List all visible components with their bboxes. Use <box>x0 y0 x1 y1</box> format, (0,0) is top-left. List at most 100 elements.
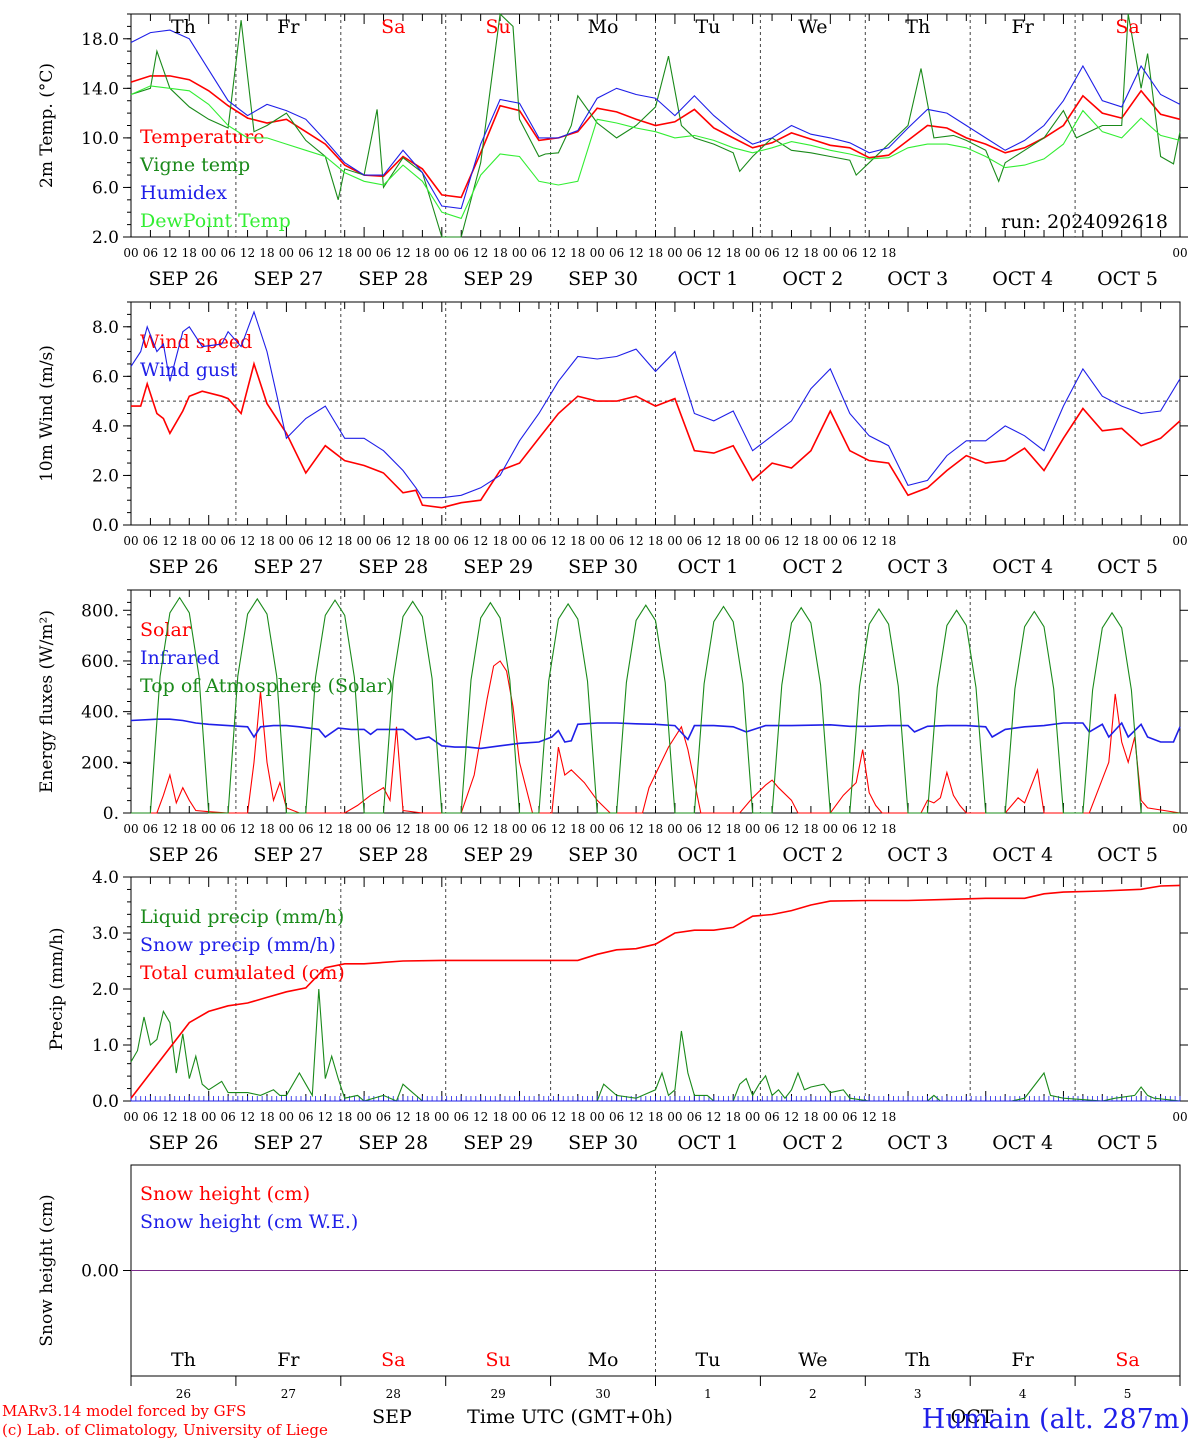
day-number: 28 <box>386 1387 401 1401</box>
hour-label: 00 <box>356 246 371 260</box>
y-tick-label: 0. <box>103 804 119 824</box>
weekday-label: Su <box>486 16 511 38</box>
legend-entry: Snow height (cm) <box>140 1183 310 1205</box>
date-label: SEP 29 <box>463 1132 533 1154</box>
hour-label: 06 <box>687 822 702 836</box>
day-number: 30 <box>595 1387 610 1401</box>
hour-label: 06 <box>454 246 469 260</box>
y-tick-label: 6.0 <box>92 367 119 387</box>
date-label: SEP 29 <box>463 844 533 866</box>
hour-label: 00 <box>745 534 760 548</box>
hour-label: 12 <box>162 1110 177 1124</box>
date-label: OCT 2 <box>782 268 843 290</box>
hour-label: 12 <box>318 822 333 836</box>
date-label: SEP 28 <box>358 268 428 290</box>
hour-label: 12 <box>318 534 333 548</box>
hour-label: 18 <box>259 1110 274 1124</box>
hour-label: 18 <box>881 534 896 548</box>
hour-label: 18 <box>337 534 352 548</box>
weekday-label: Fr <box>277 16 300 38</box>
hour-label: 12 <box>706 822 721 836</box>
hour-label: 06 <box>531 822 546 836</box>
date-label: OCT 4 <box>992 556 1053 578</box>
date-label: SEP 26 <box>149 556 219 578</box>
hour-label: 12 <box>862 1110 877 1124</box>
hour-label: 18 <box>492 246 507 260</box>
hour-label: 12 <box>473 1110 488 1124</box>
hour-label: 06 <box>764 534 779 548</box>
x-axis-label: Time UTC (GMT+0h) <box>467 1406 673 1428</box>
hour-label: 00 <box>279 534 294 548</box>
hour-label: 00 <box>356 822 371 836</box>
date-label: OCT 1 <box>677 556 738 578</box>
series-line-top-of-atmosphere-solar- <box>131 596 1180 814</box>
weekday-label: Fr <box>1012 1349 1035 1371</box>
hour-label: 12 <box>784 822 799 836</box>
hour-label: 00 <box>434 534 449 548</box>
day-number: 2 <box>809 1387 817 1401</box>
hour-label: 06 <box>842 246 857 260</box>
hour-label: 06 <box>687 1110 702 1124</box>
hour-label: 18 <box>415 534 430 548</box>
run-label: run: 2024092618 <box>1001 211 1168 233</box>
date-label: SEP 29 <box>463 556 533 578</box>
hour-label: 00 <box>590 534 605 548</box>
weekday-label: We <box>798 1349 827 1371</box>
hour-label: 06 <box>842 1110 857 1124</box>
series-line-dewpoint-temp <box>130 85 1181 220</box>
hour-label: 18 <box>259 822 274 836</box>
hour-label: 00 <box>123 246 138 260</box>
hour-label: 18 <box>570 246 585 260</box>
date-label: SEP 26 <box>149 268 219 290</box>
y-tick-label: 1.0 <box>92 1036 119 1056</box>
date-label: OCT 2 <box>782 844 843 866</box>
hour-label: 18 <box>337 1110 352 1124</box>
hour-label: 06 <box>454 1110 469 1124</box>
station-name: Humain (alt. 287m) <box>922 1404 1190 1435</box>
hour-label: 18 <box>182 246 197 260</box>
series-line-humidex <box>130 29 1181 210</box>
hour-label: 00 <box>667 1110 682 1124</box>
y-tick-label: 10.0 <box>81 129 119 149</box>
weekday-label: Sa <box>381 16 405 38</box>
hour-label: 00 <box>823 534 838 548</box>
date-label: SEP 30 <box>568 1132 638 1154</box>
date-label: OCT 3 <box>887 556 948 578</box>
hour-label: 00 <box>201 1110 216 1124</box>
hour-label: 18 <box>415 246 430 260</box>
hour-label: 12 <box>862 822 877 836</box>
hour-label: 00 <box>201 822 216 836</box>
hour-label: 00 <box>123 822 138 836</box>
day-number: 1 <box>704 1387 712 1401</box>
hour-label: 00 <box>279 822 294 836</box>
hour-label: 12 <box>473 246 488 260</box>
hour-label: 18 <box>415 822 430 836</box>
hour-label: 00 <box>823 822 838 836</box>
hour-label: 00 <box>745 246 760 260</box>
hour-label: 06 <box>376 822 391 836</box>
panel-2-frame <box>130 301 1181 526</box>
hour-label: 00 <box>745 1110 760 1124</box>
date-label: SEP 26 <box>149 1132 219 1154</box>
y-tick-label: 800. <box>81 601 119 621</box>
weekday-label: Tu <box>695 16 720 38</box>
y-tick-label: 600. <box>81 652 119 672</box>
hour-label: 18 <box>803 246 818 260</box>
hour-label: 18 <box>570 822 585 836</box>
legend-entry: Temperature <box>140 126 264 148</box>
hour-label: 12 <box>240 822 255 836</box>
day-number: 27 <box>281 1387 296 1401</box>
hour-label: 00 <box>1172 246 1187 260</box>
hour-label: 18 <box>803 534 818 548</box>
y-tick-label: 14.0 <box>81 79 119 99</box>
hour-label: 00 <box>1172 822 1187 836</box>
y-tick-label: 0.0 <box>92 1092 119 1112</box>
date-label: SEP 27 <box>253 844 323 866</box>
date-label: OCT 3 <box>887 268 948 290</box>
y-tick-label: 2.0 <box>92 980 119 1000</box>
hour-label: 00 <box>1172 1110 1187 1124</box>
date-label: SEP 26 <box>149 844 219 866</box>
y-tick-label: 3.0 <box>92 924 119 944</box>
y-tick-label: 4.0 <box>92 417 119 437</box>
hour-label: 12 <box>551 534 566 548</box>
